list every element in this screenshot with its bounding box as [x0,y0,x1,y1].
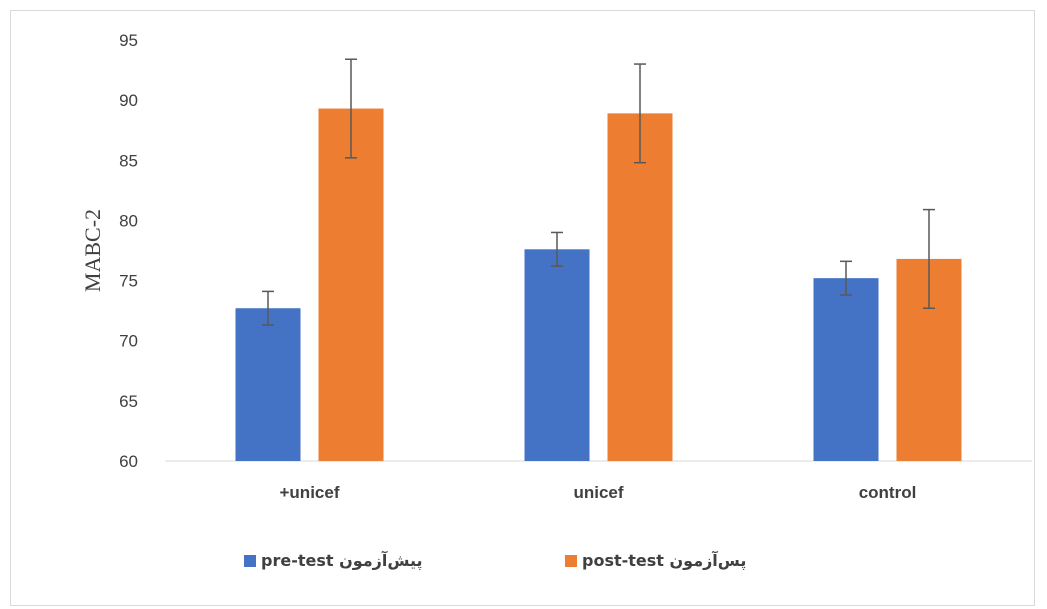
y-tick-label: 70 [119,332,138,351]
bar-post-test-0 [318,108,384,461]
bar-pre-test-0 [235,308,301,461]
y-tick-label: 90 [119,91,138,110]
x-tick-label: +unicef [280,483,340,502]
y-axis-label: MABC-2 [80,209,105,292]
bar-pre-test-2 [813,278,879,461]
x-tick-label: unicef [573,483,623,502]
y-tick-label: 60 [119,452,138,471]
y-tick-label: 80 [119,211,138,230]
x-tick-label: control [859,483,917,502]
y-tick-label: 65 [119,392,138,411]
y-tick-label: 75 [119,272,138,291]
bar-pre-test-1 [524,249,590,461]
y-tick-label: 85 [119,151,138,170]
y-tick-label: 95 [119,31,138,50]
bar-post-test-1 [607,113,673,462]
